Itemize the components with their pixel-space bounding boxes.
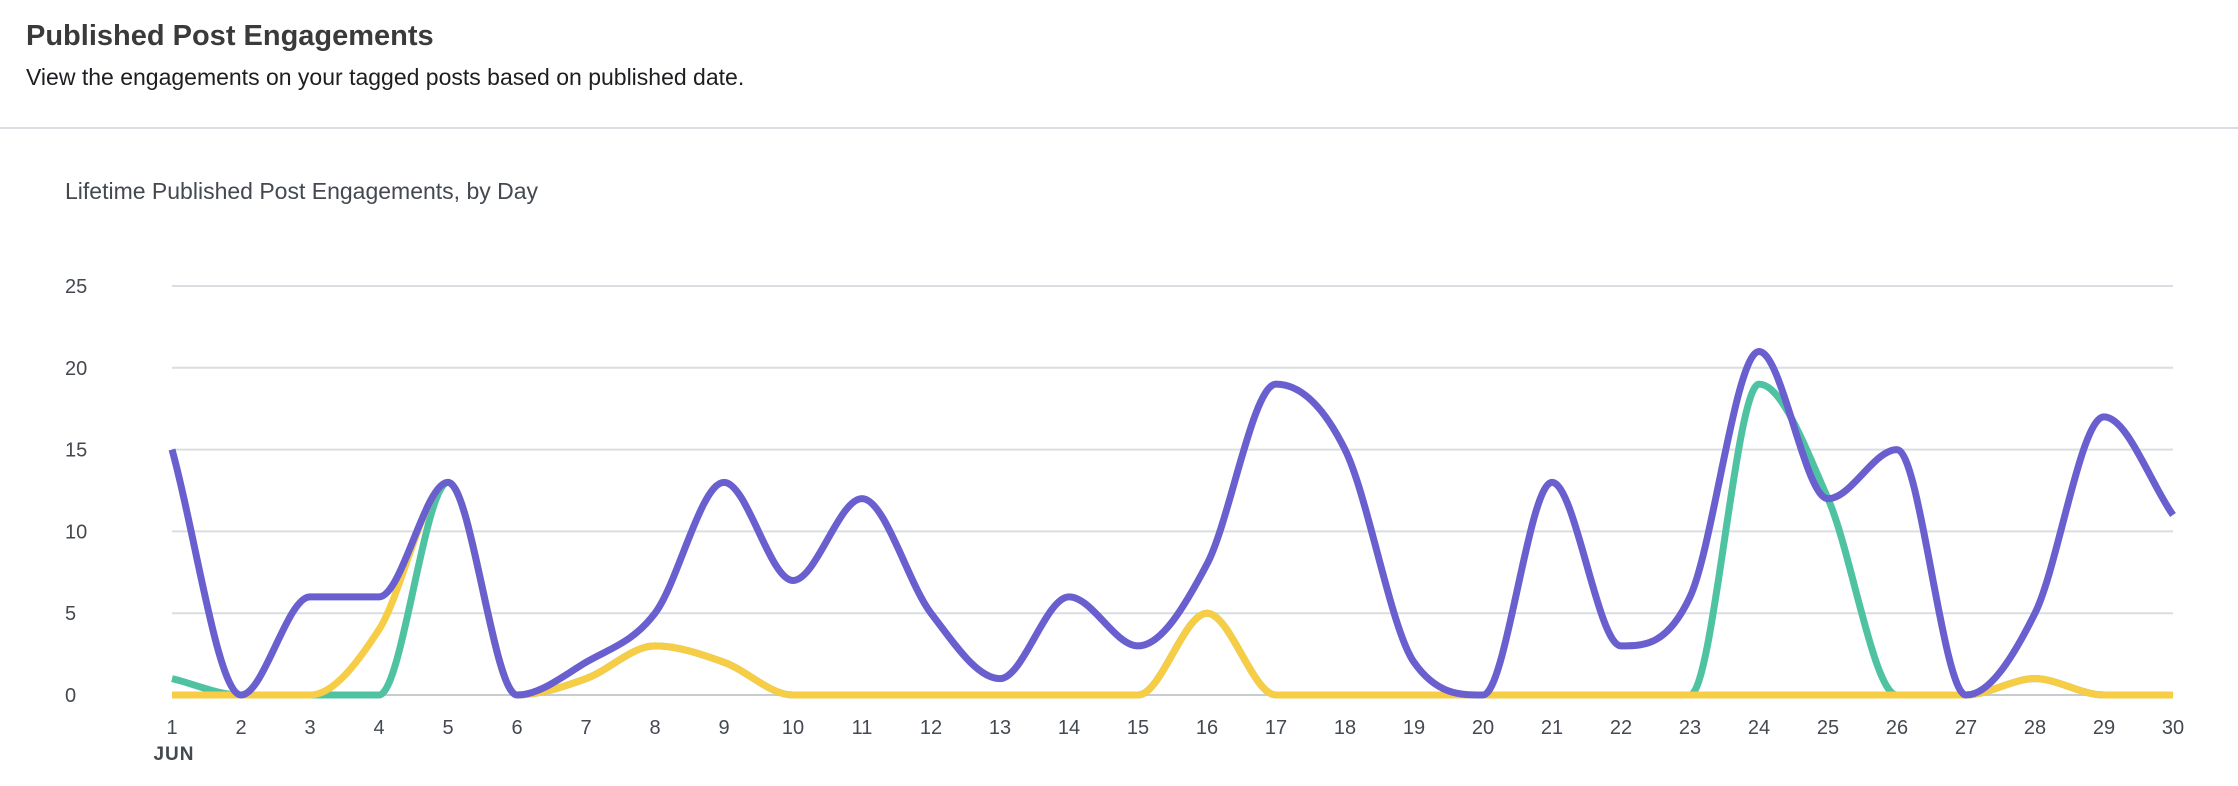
page-subtitle: View the engagements on your tagged post… [26,64,745,90]
x-tick-label: 1 [166,717,177,739]
x-tick-label: 17 [1265,717,1287,739]
x-tick-label: 3 [304,717,315,739]
x-tick-label: 28 [2024,717,2046,739]
y-tick-label: 25 [65,276,87,298]
x-tick-label: 13 [989,717,1011,739]
x-tick-label: 9 [718,717,729,739]
y-tick-label: 20 [65,358,87,380]
x-tick-label: 30 [2162,717,2184,739]
x-tick-label: 5 [442,717,453,739]
x-tick-label: 22 [1610,717,1632,739]
x-tick-label: 16 [1196,717,1218,739]
chart-title: Lifetime Published Post Engagements, by … [65,178,539,204]
x-tick-label: 19 [1403,717,1425,739]
x-tick-label: 12 [920,717,942,739]
x-tick-label: 25 [1817,717,1839,739]
x-tick-label: 11 [852,717,873,739]
y-tick-label: 0 [65,685,76,707]
x-tick-label: 26 [1886,717,1908,739]
x-tick-label: 18 [1334,717,1356,739]
x-tick-label: 15 [1127,717,1149,739]
x-tick-label: 21 [1541,717,1563,739]
x-tick-label: 20 [1472,717,1494,739]
y-tick-label: 5 [65,603,76,625]
x-tick-label: 29 [2093,717,2115,739]
header: Published Post Engagements View the enga… [0,0,2238,129]
x-tick-label: 6 [511,717,522,739]
series-line-3 [168,347,2176,699]
y-tick-label: 10 [65,521,87,543]
x-tick-label: 14 [1058,717,1080,739]
page-title: Published Post Engagements [26,20,434,52]
y-tick-label: 15 [65,440,87,462]
x-month-label: JUN [153,744,194,765]
x-tick-label: 10 [782,717,804,739]
x-tick-label: 7 [580,717,591,739]
x-tick-label: 24 [1748,717,1770,739]
x-tick-label: 27 [1955,717,1977,739]
x-tick-label: 23 [1679,717,1701,739]
x-tick-label: 2 [235,717,246,739]
x-tick-label: 8 [649,717,660,739]
x-tick-label: 4 [373,717,384,739]
